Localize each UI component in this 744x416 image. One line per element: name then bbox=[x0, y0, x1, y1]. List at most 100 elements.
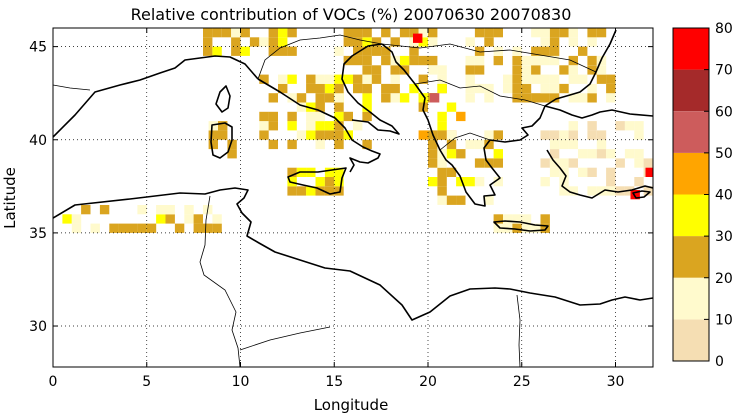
heatmap-cell bbox=[259, 37, 269, 47]
heatmap-cell bbox=[568, 130, 578, 140]
heatmap-cell bbox=[428, 55, 438, 66]
heatmap-cell bbox=[437, 186, 447, 196]
heatmap-cell bbox=[227, 139, 237, 150]
heatmap-cell bbox=[362, 139, 372, 150]
heatmap-cell bbox=[362, 102, 372, 112]
heatmap-cell bbox=[596, 139, 607, 150]
colorbar-tick-label: 60 bbox=[715, 104, 733, 120]
heatmap-cell bbox=[521, 93, 532, 103]
heatmap-cell bbox=[409, 83, 419, 94]
heatmap-cell bbox=[474, 55, 485, 66]
heatmap-cell bbox=[437, 74, 447, 84]
heatmap-cell bbox=[428, 149, 438, 159]
heatmap-cell bbox=[446, 130, 457, 140]
heatmap-cell bbox=[596, 65, 607, 75]
grid-lines bbox=[53, 28, 653, 367]
heatmap-cell bbox=[334, 121, 344, 131]
heatmap-cell bbox=[362, 74, 372, 84]
heatmap-cell bbox=[156, 214, 166, 224]
heatmap-cell bbox=[118, 223, 128, 233]
heatmap-cell bbox=[334, 102, 344, 112]
heatmap-cell bbox=[437, 158, 447, 168]
heatmap-cell bbox=[531, 55, 541, 66]
heatmap-cell bbox=[484, 139, 494, 150]
heatmap-cell bbox=[315, 102, 325, 112]
heatmap-cell bbox=[184, 214, 194, 224]
border-libya-niger bbox=[239, 326, 331, 351]
colorbar-tick-label: 30 bbox=[715, 229, 733, 245]
heatmap-cell bbox=[249, 37, 260, 47]
heatmap-cell bbox=[315, 74, 325, 84]
heatmap-cell bbox=[521, 214, 532, 224]
heatmap-cell bbox=[531, 65, 541, 75]
heatmap-cell bbox=[578, 167, 588, 177]
heatmap-cell bbox=[212, 214, 222, 224]
heatmap-cell bbox=[193, 223, 203, 233]
heatmap-cell bbox=[268, 46, 278, 56]
heatmap-cell bbox=[540, 223, 550, 233]
heatmap-cell bbox=[231, 28, 241, 38]
heatmap-cell bbox=[446, 195, 457, 205]
x-tick-label: 5 bbox=[142, 374, 151, 390]
heatmap-cell bbox=[587, 37, 597, 47]
heatmap-cell bbox=[596, 74, 607, 84]
heatmap-cell bbox=[578, 149, 588, 159]
heatmap-hotspot bbox=[429, 93, 440, 103]
coastline-cyprus bbox=[632, 190, 651, 199]
heatmap-cell bbox=[484, 130, 494, 140]
heatmap-cell bbox=[287, 121, 297, 131]
y-axis-ticks: 30 35 40 45 bbox=[29, 40, 653, 335]
heatmap-cell bbox=[512, 83, 522, 94]
heatmap-cell bbox=[306, 121, 316, 131]
heatmap-cell bbox=[371, 74, 382, 84]
colorbar-segment bbox=[673, 28, 709, 70]
heatmap-cell bbox=[587, 28, 597, 38]
colorbar-tick-label: 70 bbox=[715, 63, 733, 79]
heatmap-cell bbox=[568, 28, 578, 38]
heatmap-cell bbox=[428, 28, 438, 38]
heatmap-cell bbox=[268, 111, 278, 122]
heatmap-cell bbox=[334, 111, 344, 122]
heatmap-cell bbox=[615, 121, 625, 131]
heatmap-cell bbox=[493, 223, 503, 233]
heatmap-cell bbox=[334, 186, 344, 196]
heatmap-cell bbox=[465, 139, 475, 150]
heatmap-cell bbox=[165, 205, 175, 215]
colorbar-segment bbox=[673, 152, 709, 195]
heatmap-cell bbox=[306, 102, 316, 112]
heatmap-cell bbox=[287, 93, 297, 103]
heatmap-cell bbox=[324, 177, 335, 187]
heatmap-cell bbox=[615, 158, 625, 168]
heatmap-cell bbox=[287, 46, 297, 56]
heatmap-cell bbox=[381, 93, 391, 103]
heatmap-cell bbox=[437, 167, 447, 177]
heatmap-cell bbox=[446, 102, 457, 112]
heatmap-cell bbox=[287, 74, 297, 84]
heatmap-cell bbox=[568, 139, 578, 150]
heatmap-cell bbox=[353, 37, 363, 47]
heatmap-cell bbox=[146, 223, 157, 233]
x-tick-label: 30 bbox=[607, 374, 625, 390]
border-spain-france bbox=[53, 84, 91, 91]
heatmap-cell bbox=[549, 83, 560, 94]
heatmap-cell bbox=[474, 65, 485, 75]
heatmap-cell bbox=[465, 93, 475, 103]
heatmap-cell bbox=[362, 46, 372, 56]
heatmap-cell bbox=[99, 205, 110, 215]
heatmap-cell bbox=[437, 83, 447, 94]
border-balkans bbox=[381, 43, 597, 151]
heatmap-cell bbox=[596, 28, 607, 38]
heatmap-cell bbox=[71, 223, 82, 233]
x-tick-label: 15 bbox=[325, 374, 343, 390]
heatmap-cell bbox=[493, 28, 503, 38]
heatmap-cell bbox=[390, 93, 400, 103]
heatmap-cell bbox=[465, 37, 475, 47]
heatmap-cell bbox=[324, 130, 335, 140]
chart-title: Relative contribution of VOCs (%) 200706… bbox=[131, 5, 572, 24]
heatmap-cell bbox=[306, 83, 316, 94]
heatmap-cell bbox=[399, 93, 410, 103]
heatmap-cell bbox=[306, 111, 316, 122]
heatmap-cell bbox=[315, 130, 325, 140]
heatmap-cell bbox=[203, 37, 213, 47]
heatmap-cell bbox=[568, 37, 578, 47]
